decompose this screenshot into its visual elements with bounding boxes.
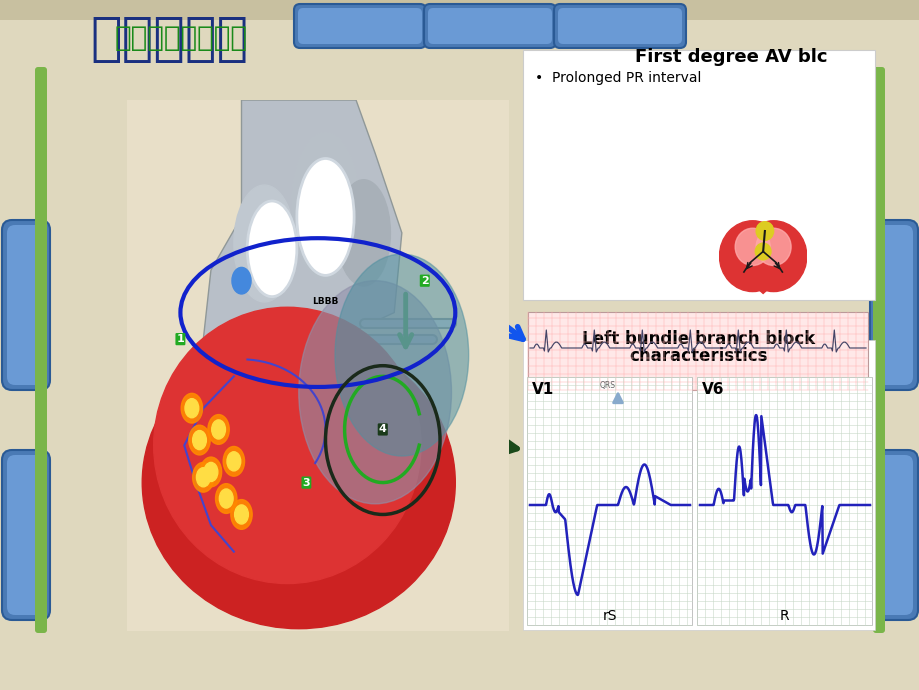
FancyBboxPatch shape [874, 225, 912, 385]
Circle shape [234, 505, 248, 524]
Text: 最常见的传导异常: 最常见的传导异常 [115, 24, 248, 52]
Ellipse shape [142, 337, 455, 629]
FancyBboxPatch shape [7, 225, 45, 385]
Circle shape [232, 268, 251, 294]
Circle shape [755, 228, 790, 266]
Text: 4: 4 [379, 424, 386, 435]
FancyBboxPatch shape [2, 450, 50, 620]
Bar [527, 377, 691, 625]
Circle shape [185, 399, 199, 417]
Ellipse shape [290, 132, 359, 281]
FancyBboxPatch shape [869, 220, 917, 390]
Bar [697, 377, 871, 625]
Ellipse shape [336, 179, 390, 286]
Circle shape [734, 228, 769, 266]
Circle shape [192, 462, 214, 492]
Text: 机械不同步: 机械不同步 [90, 13, 248, 65]
Text: characteristics: characteristics [630, 347, 767, 365]
Circle shape [223, 446, 244, 476]
FancyBboxPatch shape [294, 4, 425, 48]
Text: First degree AV blc: First degree AV blc [634, 48, 826, 66]
FancyBboxPatch shape [874, 455, 912, 615]
Ellipse shape [335, 254, 468, 456]
FancyBboxPatch shape [2, 220, 50, 390]
FancyBboxPatch shape [7, 455, 45, 615]
Ellipse shape [247, 201, 297, 297]
Text: R: R [778, 609, 788, 623]
Circle shape [227, 452, 241, 471]
FancyBboxPatch shape [872, 67, 884, 633]
Circle shape [211, 420, 225, 439]
Bar [522, 50, 874, 300]
Ellipse shape [299, 281, 451, 504]
Polygon shape [720, 256, 804, 293]
Circle shape [719, 221, 785, 292]
FancyBboxPatch shape [553, 4, 686, 48]
FancyBboxPatch shape [35, 67, 47, 633]
Circle shape [200, 457, 221, 487]
Circle shape [197, 468, 210, 487]
Text: •  Prolonged PR interval: • Prolonged PR interval [535, 71, 700, 85]
Text: 1: 1 [176, 334, 184, 344]
Text: V6: V6 [701, 382, 724, 397]
Circle shape [188, 425, 210, 455]
Text: QRS: QRS [599, 381, 616, 390]
Bar [528, 312, 867, 390]
PathPatch shape [203, 100, 402, 339]
Circle shape [740, 221, 806, 292]
Circle shape [755, 221, 773, 240]
Bar [522, 340, 874, 630]
Circle shape [215, 484, 237, 513]
Circle shape [204, 462, 218, 482]
FancyBboxPatch shape [298, 8, 422, 44]
Text: V1: V1 [531, 382, 553, 397]
Ellipse shape [153, 307, 421, 584]
Circle shape [754, 243, 770, 260]
Circle shape [219, 489, 233, 508]
Ellipse shape [297, 159, 354, 275]
Circle shape [192, 431, 206, 450]
FancyBboxPatch shape [424, 4, 555, 48]
FancyBboxPatch shape [427, 8, 551, 44]
Text: LBBB: LBBB [312, 297, 338, 306]
FancyBboxPatch shape [869, 450, 917, 620]
Bar [0, 0, 919, 20]
Circle shape [181, 393, 202, 423]
Text: Left bundle branch block: Left bundle branch block [582, 330, 815, 348]
Circle shape [208, 415, 229, 444]
Circle shape [231, 500, 252, 529]
Text: 2: 2 [420, 276, 428, 286]
FancyBboxPatch shape [558, 8, 681, 44]
Ellipse shape [233, 185, 295, 302]
Text: rS: rS [602, 609, 617, 623]
Text: 3: 3 [302, 477, 310, 488]
